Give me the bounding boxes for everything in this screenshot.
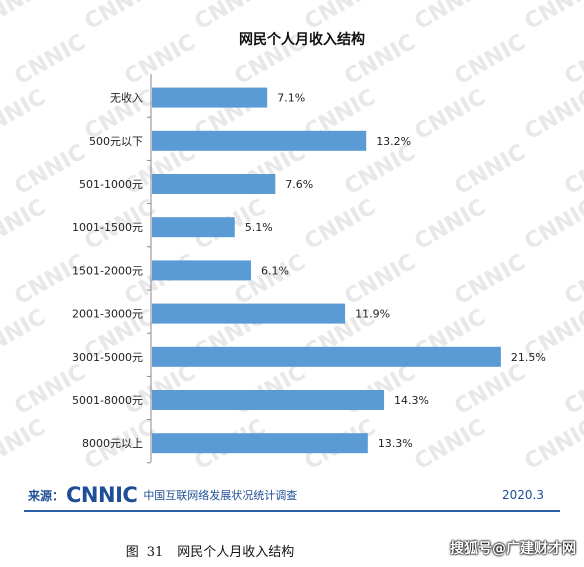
value-label: 21.5%	[511, 351, 546, 364]
bar	[152, 390, 385, 410]
watermark-text: CNNIC	[11, 250, 90, 310]
source-footer: 来源： CNNIC 中国互联网络发展状况统计调查 2020.3	[28, 484, 558, 506]
value-label: 7.6%	[285, 178, 313, 191]
watermark-text: CNNIC	[0, 415, 50, 475]
watermark-text: CNNIC	[341, 250, 420, 310]
category-labels: 无收入 500元以下 501-1000元 1001-1500元 1501-2000元 20…	[72, 91, 143, 451]
watermark-text: CNNIC	[451, 30, 530, 90]
footer-divider	[24, 510, 560, 512]
watermark-text: CNNIC	[561, 360, 584, 420]
watermark-text: CNNIC	[11, 360, 90, 420]
bar	[152, 346, 501, 367]
category-label: 8000元以上	[82, 437, 143, 450]
category-label: 1001-1500元	[72, 221, 143, 234]
publisher-watermark: 搜狐号@广建财才网	[450, 541, 576, 557]
watermark-text: CNNIC	[411, 415, 490, 475]
category-label: 1501-2000元	[72, 264, 143, 277]
watermark-text: CNNIC	[191, 0, 270, 35]
watermark-text: CNNIC	[301, 195, 380, 255]
value-label: 7.1%	[277, 92, 305, 105]
source-label: 来源：	[28, 488, 65, 503]
watermark-text: CNNIC	[521, 0, 584, 35]
caption-figure: 图	[125, 545, 139, 560]
watermark-text: CNNIC	[521, 415, 584, 475]
value-label: 13.3%	[378, 437, 413, 450]
watermark-text: CNNIC	[81, 0, 160, 35]
bars	[152, 87, 501, 454]
watermark-text: CNNIC	[0, 195, 50, 255]
watermark-text: CNNIC	[561, 250, 584, 310]
caption-text: 网民个人月收入结构	[177, 545, 295, 560]
chart-title: 网民个人月收入结构	[239, 31, 365, 48]
figure-caption: 图 31 网民个人月收入结构	[0, 541, 420, 560]
bar	[152, 87, 268, 108]
source-name: 中国互联网络发展状况统计调查	[143, 489, 298, 502]
category-label: 3001-5000元	[72, 351, 143, 364]
category-label: 500元以下	[89, 135, 143, 148]
watermark-text: CNNIC	[451, 250, 530, 310]
bar	[152, 174, 276, 194]
watermark-text: CNNIC	[0, 0, 50, 35]
watermark-text: CNNIC	[121, 30, 200, 90]
watermark-text: CNNIC	[301, 0, 380, 35]
watermark-text: CNNIC	[411, 85, 490, 145]
category-label: 无收入	[110, 91, 143, 105]
watermark-text: CNNIC	[451, 140, 530, 200]
watermark-text: CNNIC	[11, 30, 90, 90]
category-label: 5001-8000元	[72, 394, 143, 407]
watermark-text: CNNIC	[521, 195, 584, 255]
category-label: 2001-3000元	[72, 308, 143, 321]
watermark-text: CNNIC	[561, 140, 584, 200]
cnnic-logo: CNNIC	[66, 482, 138, 507]
category-label: 501-1000元	[79, 178, 143, 191]
watermark-text: CNNIC	[411, 0, 490, 35]
watermark-text: CNNIC	[561, 30, 584, 90]
watermark-text: CNNIC	[411, 195, 490, 255]
caption-number: 31	[146, 545, 164, 560]
bar	[152, 260, 251, 281]
watermark-text: CNNIC	[0, 85, 50, 145]
bar	[152, 303, 346, 324]
value-labels: 7.1% 13.2% 7.6% 5.1% 6.1% 11.9% 21.5% 14.3% 13.3…	[245, 92, 546, 451]
bar	[152, 217, 235, 238]
watermark-text: CNNIC	[521, 85, 584, 145]
bar	[152, 433, 368, 454]
watermark-text: CNNIC	[0, 305, 50, 365]
y-axis-ticks	[147, 116, 151, 464]
value-label: 11.9%	[355, 308, 390, 321]
source-date: 2020.3	[502, 488, 544, 502]
value-label: 6.1%	[261, 264, 289, 277]
value-label: 14.3%	[394, 394, 429, 407]
bar	[152, 130, 367, 151]
watermark-text: CNNIC	[11, 140, 90, 200]
value-label: 5.1%	[245, 221, 273, 234]
watermark-text: CNNIC	[451, 360, 530, 420]
value-label: 13.2%	[376, 135, 411, 148]
